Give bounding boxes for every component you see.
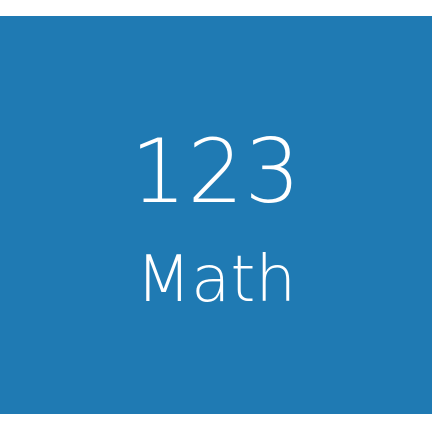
- tile-label: Math: [135, 243, 297, 317]
- math-tile[interactable]: 123 Math: [0, 16, 432, 414]
- tile-number: 123: [130, 120, 302, 223]
